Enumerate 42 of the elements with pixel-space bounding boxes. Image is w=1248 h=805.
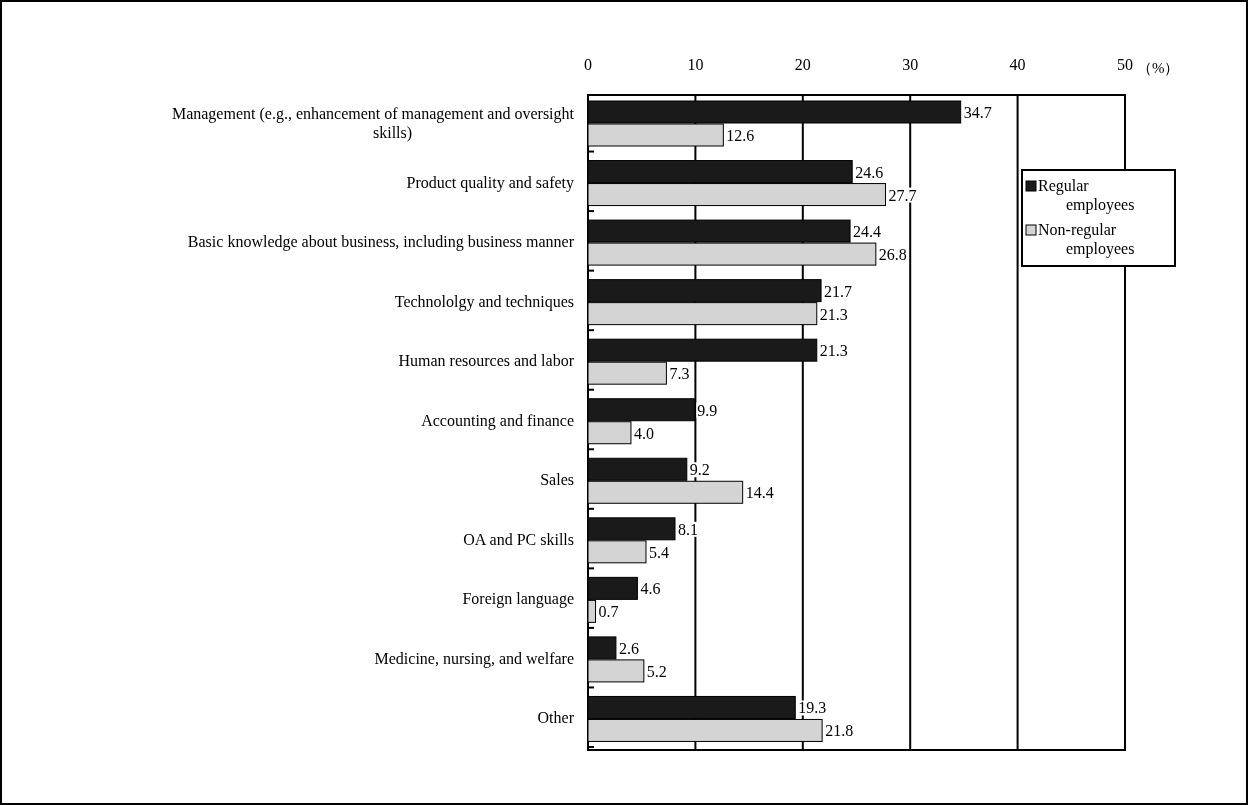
data-label: 12.6 bbox=[726, 127, 755, 144]
y-tick-label: Medicine, nursing, and welfare bbox=[374, 649, 574, 668]
legend-label: Non-regular employees bbox=[1038, 221, 1135, 258]
legend-label: Regular employees bbox=[1038, 177, 1135, 214]
data-label: 14.4 bbox=[745, 484, 774, 502]
x-tick-label: 50 bbox=[1117, 56, 1133, 73]
x-tick-label: 30 bbox=[902, 56, 919, 73]
data-label: 27.7 bbox=[888, 186, 917, 204]
y-tick-label: Human resources and labor bbox=[398, 352, 575, 370]
y-tick-label: OA and PC skills bbox=[463, 530, 574, 548]
data-label: 7.3 bbox=[669, 365, 690, 383]
data-label: 34.7 bbox=[963, 104, 992, 121]
data-label: 24.6 bbox=[855, 163, 884, 181]
data-label: 4.6 bbox=[640, 580, 661, 598]
x-tick-label: 20 bbox=[794, 56, 811, 73]
data-label: 4.0 bbox=[633, 424, 654, 442]
data-label: 0.7 bbox=[598, 603, 619, 621]
y-tick-label: Foreign language bbox=[462, 590, 574, 609]
y-tick-label: Management (e.g., enhancement of management and oversight skills) bbox=[171, 105, 575, 142]
y-tick-label: Technololgy and techniques bbox=[394, 292, 574, 311]
x-tick-label: 40 bbox=[1009, 56, 1026, 73]
data-label: 5.4 bbox=[649, 543, 669, 561]
data-label: 21.8 bbox=[825, 722, 854, 740]
data-label: 21.3 bbox=[819, 305, 848, 323]
data-label: 21.3 bbox=[819, 342, 848, 360]
data-label: 9.9 bbox=[697, 401, 718, 419]
data-label: 21.7 bbox=[824, 282, 853, 300]
y-tick-label: Sales bbox=[540, 471, 574, 489]
x-tick-label: 10 bbox=[687, 56, 704, 73]
data-label: 2.6 bbox=[618, 639, 639, 657]
data-label: 8.1 bbox=[677, 520, 698, 538]
data-label: 26.8 bbox=[878, 246, 907, 264]
y-tick-label: Accounting and finance bbox=[421, 411, 574, 430]
x-tick-label: 0 bbox=[584, 56, 592, 73]
y-tick-label: Product quality and safety bbox=[406, 173, 574, 192]
data-label: 9.2 bbox=[689, 461, 710, 479]
y-tick-label: Other bbox=[537, 709, 575, 727]
x-axis-title: （%） bbox=[1137, 60, 1180, 76]
data-label: 5.2 bbox=[646, 662, 667, 680]
y-tick-label: Basic knowledge about business, including business manner bbox=[187, 233, 575, 252]
data-label: 19.3 bbox=[798, 699, 827, 717]
data-label: 24.4 bbox=[853, 223, 882, 241]
